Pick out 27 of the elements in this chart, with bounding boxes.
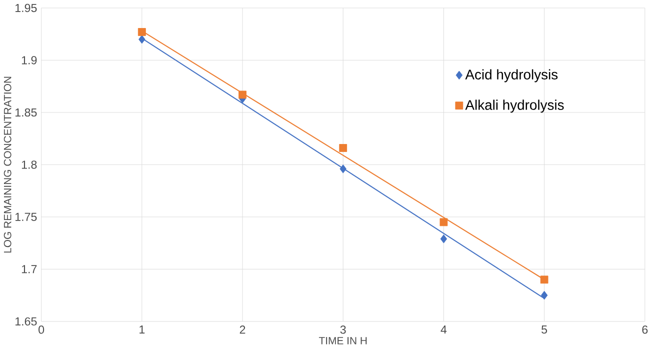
y-tick-label: 1.65 — [16, 317, 37, 326]
point — [138, 34, 146, 44]
x-tick-label: 4 — [440, 325, 447, 334]
point — [340, 164, 346, 174]
point — [238, 90, 246, 99]
x-tick-label: 3 — [340, 325, 346, 334]
legend-label: Acid hydrolysis — [465, 69, 558, 82]
x-tick-label: 2 — [240, 325, 246, 334]
point — [540, 276, 548, 284]
point — [339, 144, 348, 152]
point — [138, 28, 146, 36]
point — [540, 290, 548, 300]
x-tick-label: 0 — [38, 325, 44, 334]
legend-label: Alkali hydrolysis — [465, 100, 564, 113]
point — [440, 234, 448, 244]
y-tick-label: 1.8 — [22, 160, 37, 169]
y-axis-title: LOG REMAINING CONCENTRATION — [4, 76, 12, 252]
x-axis-title: TIME IN H — [318, 337, 367, 344]
point — [440, 218, 448, 226]
y-tick-label: 1.95 — [16, 4, 37, 12]
y-tick-label: 1.75 — [16, 212, 37, 221]
y-tick-label: 1.9 — [22, 56, 37, 64]
x-tick-label: 1 — [140, 325, 145, 334]
y-tick-label: 1.85 — [16, 108, 37, 116]
x-tick-label: 5 — [542, 325, 548, 334]
y-tick-label: 1.7 — [22, 265, 37, 274]
x-tick-label: 6 — [642, 325, 648, 334]
